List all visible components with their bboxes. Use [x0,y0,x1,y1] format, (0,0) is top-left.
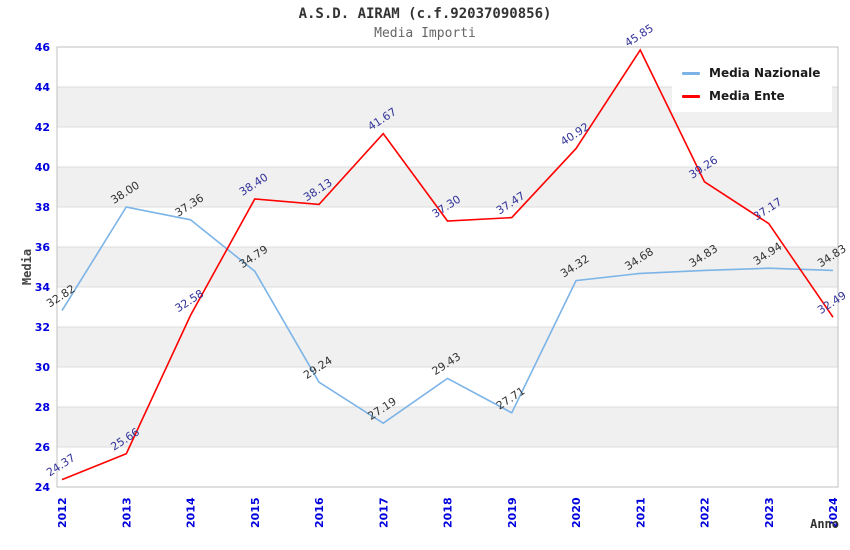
legend-item-media-nazionale: Media Nazionale [682,66,820,80]
y-tick-label: 46 [35,41,51,54]
x-tick-label: 2021 [634,497,647,528]
y-tick-label: 40 [35,161,51,174]
grid-band [57,327,838,367]
x-tick-label: 2019 [506,497,519,528]
x-tick-label: 2018 [442,497,455,528]
y-tick-label: 36 [35,241,51,254]
y-tick-label: 42 [35,121,50,134]
x-tick-label: 2012 [56,497,69,528]
grid-band [57,207,838,247]
x-tick-label: 2016 [313,497,326,528]
y-tick-label: 24 [35,481,51,494]
x-tick-label: 2015 [249,497,262,528]
chart-title: A.S.D. AIRAM (c.f.92037090856) [298,6,552,22]
y-axis-title: Media [20,249,34,285]
y-tick-label: 32 [35,321,50,334]
grid-band [57,167,838,207]
series-line-media-ente [61,48,834,481]
x-tick-label: 2022 [699,497,712,528]
legend: Media Nazionale Media Ente [672,57,833,112]
x-tick-label: 2014 [185,497,198,528]
legend-swatch-icon [682,94,700,98]
x-tick-label: 2017 [377,497,390,528]
grid-band [57,367,838,407]
y-tick-label: 30 [35,361,51,374]
y-tick-label: 38 [35,201,50,214]
x-tick-label: 2023 [763,497,776,528]
series-line-media-nazionale [61,206,834,425]
chart-subtitle: Media Importi [374,26,476,41]
plot-border [56,46,839,488]
x-tick-label: 2013 [120,497,133,528]
grid-band [57,287,838,327]
grid-band [57,407,838,447]
legend-label: Media Nazionale [709,66,821,80]
y-tick-label: 34 [35,281,51,294]
y-tick-label: 28 [35,401,50,414]
grid-band [57,247,838,287]
legend-label: Media Ente [709,89,785,103]
grid-band [57,127,838,167]
legend-item-media-ente: Media Ente [682,89,820,103]
x-tick-label: 2024 [827,497,840,528]
legend-swatch-icon [682,71,700,75]
y-tick-label: 26 [35,441,51,454]
x-axis-title: Anno [810,517,839,531]
grid-band [57,447,838,487]
y-tick-label: 44 [35,81,51,94]
x-tick-label: 2020 [570,497,583,528]
